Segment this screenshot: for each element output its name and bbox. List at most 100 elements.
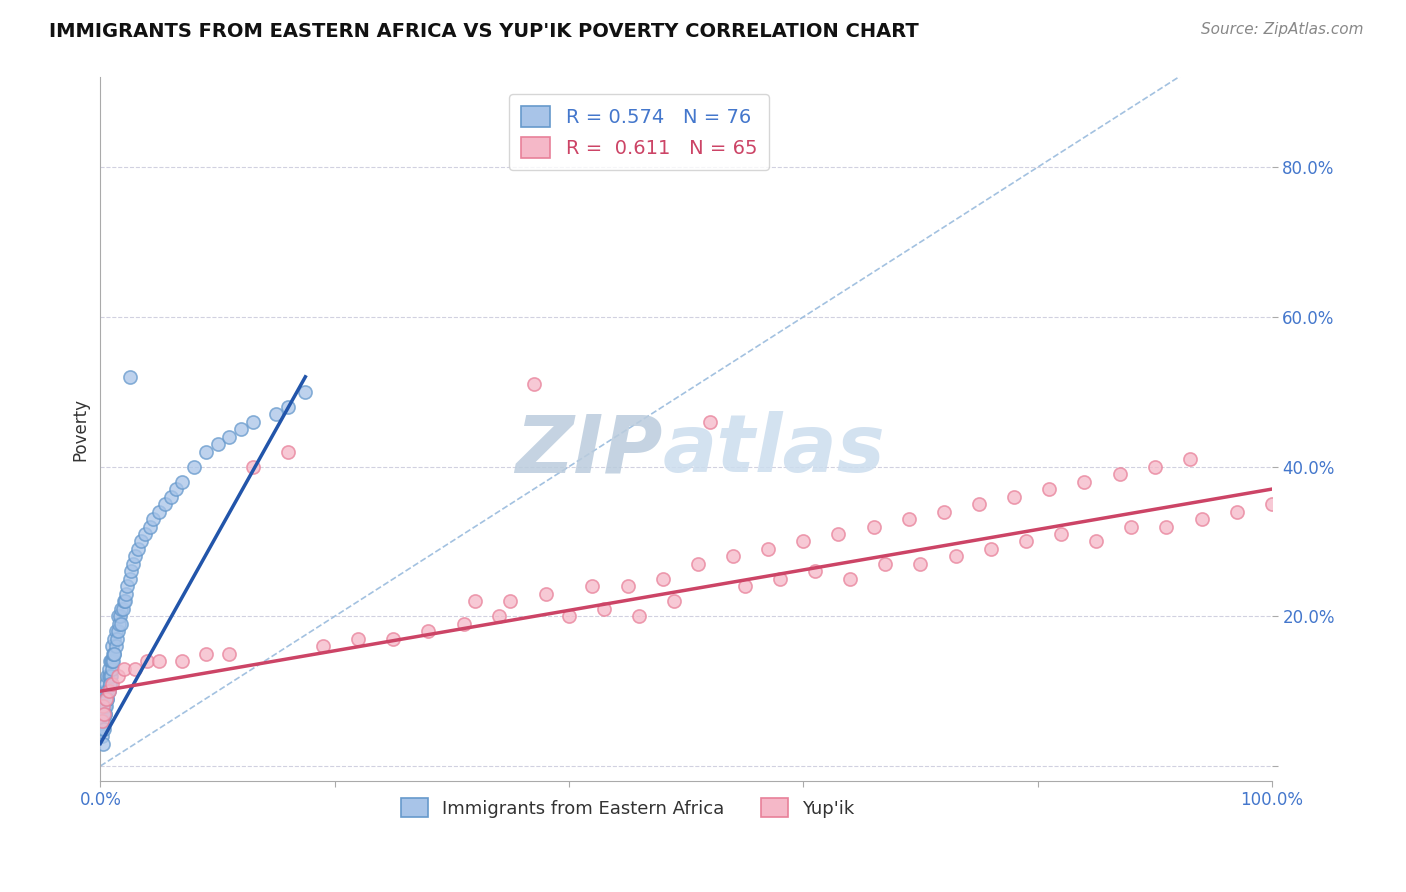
Point	[347, 632, 370, 646]
Point	[229, 422, 252, 436]
Point	[98, 676, 121, 690]
Point	[523, 377, 546, 392]
Point	[107, 669, 129, 683]
Point	[804, 565, 827, 579]
Point	[96, 691, 118, 706]
Point	[839, 572, 862, 586]
Point	[294, 384, 316, 399]
Point	[93, 714, 115, 728]
Point	[118, 572, 141, 586]
Point	[1108, 467, 1130, 482]
Point	[183, 459, 205, 474]
Point	[96, 691, 118, 706]
Point	[90, 729, 112, 743]
Point	[138, 519, 160, 533]
Point	[242, 459, 264, 474]
Point	[1143, 459, 1166, 474]
Point	[242, 415, 264, 429]
Point	[91, 699, 114, 714]
Point	[101, 662, 124, 676]
Point	[488, 609, 510, 624]
Point	[98, 669, 121, 683]
Point	[136, 654, 159, 668]
Point	[910, 557, 932, 571]
Point	[124, 662, 146, 676]
Point	[100, 654, 122, 668]
Point	[207, 437, 229, 451]
Point	[980, 541, 1002, 556]
Point	[114, 594, 136, 608]
Point	[1073, 475, 1095, 489]
Point	[117, 579, 139, 593]
Point	[792, 534, 814, 549]
Point	[97, 669, 120, 683]
Point	[124, 549, 146, 564]
Point	[194, 444, 217, 458]
Text: IMMIGRANTS FROM EASTERN AFRICA VS YUP'IK POVERTY CORRELATION CHART: IMMIGRANTS FROM EASTERN AFRICA VS YUP'IK…	[49, 22, 920, 41]
Point	[142, 512, 165, 526]
Point	[756, 541, 779, 556]
Point	[1121, 519, 1143, 533]
Point	[312, 640, 335, 654]
Point	[93, 722, 115, 736]
Point	[218, 647, 240, 661]
Point	[1261, 497, 1284, 511]
Point	[721, 549, 744, 564]
Point	[1191, 512, 1213, 526]
Point	[104, 640, 127, 654]
Point	[1226, 504, 1249, 518]
Point	[769, 572, 792, 586]
Point	[103, 647, 125, 661]
Point	[105, 632, 128, 646]
Point	[172, 475, 194, 489]
Point	[148, 504, 170, 518]
Point	[453, 616, 475, 631]
Point	[104, 624, 127, 639]
Point	[96, 669, 118, 683]
Point	[91, 722, 114, 736]
Point	[120, 565, 142, 579]
Point	[91, 706, 114, 721]
Point	[581, 579, 603, 593]
Point	[107, 624, 129, 639]
Point	[1178, 452, 1201, 467]
Point	[97, 684, 120, 698]
Point	[628, 609, 651, 624]
Point	[1050, 527, 1073, 541]
Point	[93, 699, 115, 714]
Point	[97, 684, 120, 698]
Point	[101, 676, 124, 690]
Point	[1156, 519, 1178, 533]
Point	[118, 369, 141, 384]
Legend: Immigrants from Eastern Africa, Yup'ik: Immigrants from Eastern Africa, Yup'ik	[394, 791, 862, 825]
Point	[218, 430, 240, 444]
Point	[464, 594, 486, 608]
Point	[499, 594, 522, 608]
Point	[110, 609, 132, 624]
Point	[93, 691, 115, 706]
Point	[94, 706, 117, 721]
Point	[98, 654, 121, 668]
Point	[115, 587, 138, 601]
Point	[90, 714, 112, 728]
Point	[103, 654, 125, 668]
Point	[734, 579, 756, 593]
Text: Source: ZipAtlas.com: Source: ZipAtlas.com	[1201, 22, 1364, 37]
Point	[862, 519, 884, 533]
Point	[127, 541, 149, 556]
Point	[534, 587, 557, 601]
Point	[277, 444, 299, 458]
Point	[93, 706, 115, 721]
Point	[875, 557, 897, 571]
Point	[97, 662, 120, 676]
Point	[418, 624, 440, 639]
Point	[967, 497, 990, 511]
Point	[897, 512, 920, 526]
Point	[111, 602, 134, 616]
Point	[194, 647, 217, 661]
Point	[651, 572, 673, 586]
Point	[103, 632, 125, 646]
Point	[277, 400, 299, 414]
Point	[558, 609, 581, 624]
Point	[131, 534, 153, 549]
